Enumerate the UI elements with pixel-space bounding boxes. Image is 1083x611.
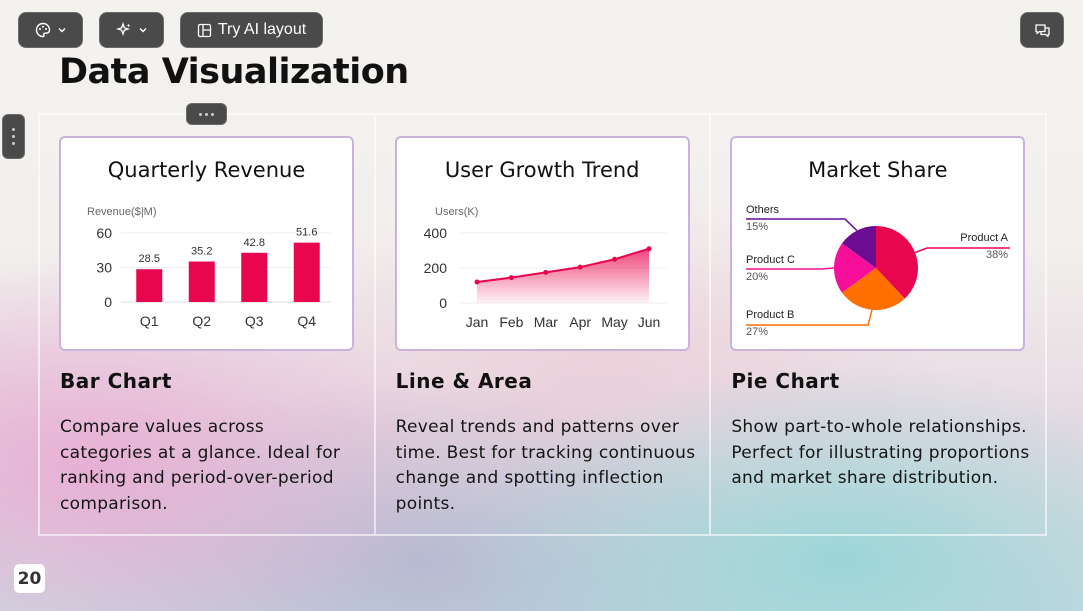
x-tick-label: Q2 [192,313,211,329]
slice-label: Product B [746,309,794,321]
leader-line [746,218,858,232]
y-axis-label: Revenue($|M) [87,206,157,218]
bar [293,242,320,302]
chevron-down-icon [138,25,148,35]
comment-icon [1034,23,1051,38]
pie-slice [876,226,919,299]
column-pie-chart: Market Share Product A 38% Product B 27% Pro… [711,115,1045,534]
column-description: Show part-to-whole relationships. Perfec… [731,417,1030,488]
y-tick-label: 400 [423,225,447,241]
column-heading: Line & Area [395,369,533,393]
leader-line [915,247,1011,254]
block-drag-handle[interactable] [186,103,227,125]
bar [188,261,215,302]
x-tick-label: Q3 [245,313,264,329]
layout-icon [197,23,212,38]
side-drag-handle[interactable] [2,114,25,159]
data-point [542,269,548,275]
three-column-layout: Quarterly Revenue Revenue($|M) 0 30 60 28.5 Q… [38,113,1047,536]
leader-line [746,309,874,326]
try-ai-layout-label: Try AI layout [217,21,307,38]
page-title: Data Visualization [59,52,409,92]
pie-chart: Product A 38% Product B 27% Product C 20% Othe… [746,204,1011,338]
sparkle-icon [115,22,132,38]
chevron-down-icon [57,25,67,35]
slice-percent: 27% [746,326,768,338]
column-line-area: User Growth Trend Users(K) 0 200 400 Jan Feb M… [376,115,712,534]
column-bar-chart: Quarterly Revenue Revenue($|M) 0 30 60 28.5 Q… [40,115,376,534]
series-line [476,247,649,283]
data-point [646,246,652,252]
column-heading: Bar Chart [60,369,172,393]
x-tick-label: Q4 [297,313,316,329]
area-fill [476,248,649,303]
pie-chart-card[interactable]: Market Share Product A 38% Product B 27% Pro… [730,136,1026,351]
slice-percent: 20% [746,271,768,283]
column-description: Reveal trends and patterns over time. Be… [395,417,696,514]
chart-title: User Growth Trend [444,158,640,182]
y-tick-label: 200 [423,260,447,276]
ai-menu-button[interactable] [99,12,164,48]
data-point [577,264,583,270]
page-number: 20 [14,564,45,593]
try-ai-layout-button[interactable]: Try AI layout [180,12,323,48]
x-tick-label: May [601,314,627,330]
data-label: 51.6 [296,227,317,239]
palette-icon [35,22,51,38]
data-point [474,279,480,285]
column-description: Compare values across categories at a gl… [60,417,341,514]
x-tick-label: Feb [499,314,523,330]
chart-title: Market Share [808,158,948,182]
slice-label: Others [746,204,780,216]
data-label: 28.5 [139,253,160,265]
x-tick-label: Mar [533,314,557,330]
leader-line [746,267,835,270]
slice-label: Product A [961,232,1009,244]
slice-percent: 15% [746,221,768,233]
x-tick-label: Apr [569,314,591,330]
y-tick-label: 0 [439,295,447,311]
chart-title: Quarterly Revenue [107,158,306,182]
slice-percent: 38% [986,249,1008,261]
data-point [508,275,514,281]
x-tick-label: Q1 [140,313,159,329]
x-tick-label: Jun [637,314,660,330]
data-label: 35.2 [191,246,212,258]
y-tick-label: 0 [104,294,112,310]
line-chart-card[interactable]: User Growth Trend Users(K) 0 200 400 Jan Feb M… [394,136,690,351]
x-tick-label: Jan [465,314,488,330]
pie-slice [842,226,877,268]
data-point [611,256,617,262]
column-heading: Pie Chart [731,369,840,393]
bar [136,269,163,302]
pie-slice [834,243,877,293]
slice-label: Product C [746,254,795,266]
comment-button[interactable] [1020,12,1064,48]
bar-chart-card[interactable]: Quarterly Revenue Revenue($|M) 0 30 60 28.5 Q… [59,136,354,351]
pie-slice [842,268,906,310]
y-tick-label: 30 [96,260,112,276]
theme-menu-button[interactable] [18,12,83,48]
data-label: 42.8 [244,237,265,249]
bar-chart: Revenue($|M) 0 30 60 28.5 Q1 35.2 Q2 42.8 Q3 51.6 Q… [87,206,331,329]
y-tick-label: 60 [96,225,112,241]
y-axis-label: Users(K) [435,206,478,218]
bar [241,252,268,302]
area-chart: Users(K) 0 200 400 Jan Feb Mar Apr May Jun [423,206,667,330]
